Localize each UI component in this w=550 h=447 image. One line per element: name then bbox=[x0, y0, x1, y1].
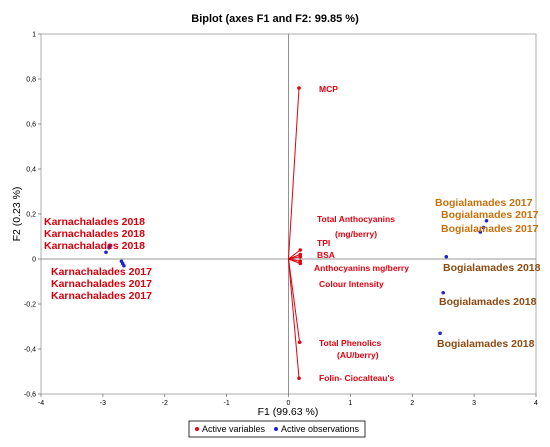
x-tick-label: 1 bbox=[348, 400, 352, 407]
variable-label: TPI bbox=[317, 238, 330, 248]
observation-label: Bogialamades 2017 bbox=[441, 223, 539, 235]
variable-label: Anthocyanins mg/berry bbox=[314, 263, 409, 273]
variable-label: Total Phenolics bbox=[319, 338, 381, 348]
observation-label: Karnachalades 2017 bbox=[51, 290, 152, 302]
observation-point bbox=[438, 331, 442, 336]
variable-label: Total Anthocyanins bbox=[317, 214, 395, 224]
observation-label: Karnachalades 2018 bbox=[44, 228, 145, 240]
variable-point bbox=[298, 248, 303, 252]
y-tick-label: 0 bbox=[32, 257, 36, 264]
y-tick-label: 1 bbox=[32, 32, 36, 39]
variable-label-unit: (mg/berry) bbox=[335, 229, 377, 239]
observation-point bbox=[104, 250, 108, 255]
observation-points bbox=[104, 218, 489, 336]
legend-marker-variables bbox=[195, 427, 199, 431]
observation-label: Karnachalades 2017 bbox=[51, 278, 152, 290]
observation-label: Karnachalades 2018 bbox=[44, 216, 145, 228]
x-ticks: -4 -3 -2 -1 0 1 2 3 4 bbox=[38, 394, 538, 407]
x-tick-label: -1 bbox=[224, 400, 230, 407]
variable-label: BSA bbox=[317, 250, 335, 260]
variable-vector bbox=[288, 258, 301, 264]
variable-vector bbox=[288, 256, 301, 260]
y-tick-label: 0,4 bbox=[26, 167, 36, 174]
observation-point bbox=[478, 230, 483, 234]
observation-point bbox=[484, 218, 489, 223]
y-tick-label: 0,8 bbox=[26, 77, 36, 84]
x-tick-label: -4 bbox=[38, 400, 44, 407]
variable-label: Folin- Ciocalteau's bbox=[319, 373, 394, 383]
variable-point bbox=[297, 340, 302, 345]
observation-point bbox=[122, 263, 126, 268]
legend-label-observations: Active observations bbox=[281, 424, 360, 434]
variable-vector bbox=[288, 87, 300, 260]
x-tick-label: 0 bbox=[287, 400, 291, 407]
observation-label: Bogialamades 2018 bbox=[439, 296, 537, 308]
variable-labels: MCP Total Anthocyanins (mg/berry) TPI BSA Ant… bbox=[314, 84, 409, 383]
y-tick-label: -0,2 bbox=[24, 302, 36, 309]
observation-label: Karnachalades 2017 bbox=[51, 266, 152, 278]
x-tick-label: 3 bbox=[472, 400, 476, 407]
x-tick-label: -2 bbox=[162, 400, 168, 407]
chart-title: Biplot (axes F1 and F2: 99.85 %) bbox=[191, 13, 359, 25]
observation-label: Bogialamades 2017 bbox=[441, 209, 539, 221]
variable-point bbox=[297, 376, 301, 381]
y-tick-label: 0,2 bbox=[26, 212, 36, 219]
observation-point bbox=[481, 225, 486, 230]
legend-label-variables: Active variables bbox=[202, 424, 266, 434]
observation-label: Bogialamades 2018 bbox=[443, 262, 541, 274]
observation-label: Bogialamades 2018 bbox=[437, 338, 535, 350]
y-tick-label: 0,6 bbox=[26, 122, 36, 129]
x-tick-label: 4 bbox=[534, 400, 538, 407]
x-axis-label: F1 (99.63 %) bbox=[258, 406, 319, 418]
observation-label: Bogialamades 2017 bbox=[435, 197, 533, 209]
y-ticks: -0,6 -0,4 -0,2 0 0,2 0,4 0,6 0,8 1 bbox=[24, 32, 41, 399]
x-tick-label: -3 bbox=[100, 400, 106, 407]
variable-label: MCP bbox=[319, 84, 338, 94]
variable-point bbox=[297, 86, 301, 90]
x-tick-label: 2 bbox=[410, 400, 414, 407]
observation-point bbox=[444, 254, 449, 259]
variable-point bbox=[298, 254, 303, 259]
variable-point bbox=[298, 261, 303, 266]
observation-label: Karnachalades 2018 bbox=[44, 240, 145, 252]
y-axis-label: F2 (0.23 %) bbox=[11, 187, 23, 242]
legend-marker-observations bbox=[274, 427, 278, 431]
legend: Active variables Active observations bbox=[188, 420, 366, 438]
variable-vector bbox=[288, 249, 301, 260]
y-tick-label: -0,4 bbox=[24, 347, 36, 354]
observation-point bbox=[441, 290, 445, 295]
variable-vector bbox=[288, 258, 300, 379]
variable-vectors bbox=[288, 86, 303, 381]
variable-label-unit: (AU/berry) bbox=[337, 350, 379, 360]
y-tick-label: -0,6 bbox=[24, 392, 36, 399]
variable-label: Colour Intensity bbox=[319, 279, 384, 289]
variable-vector bbox=[288, 258, 301, 343]
observation-point bbox=[108, 243, 113, 248]
